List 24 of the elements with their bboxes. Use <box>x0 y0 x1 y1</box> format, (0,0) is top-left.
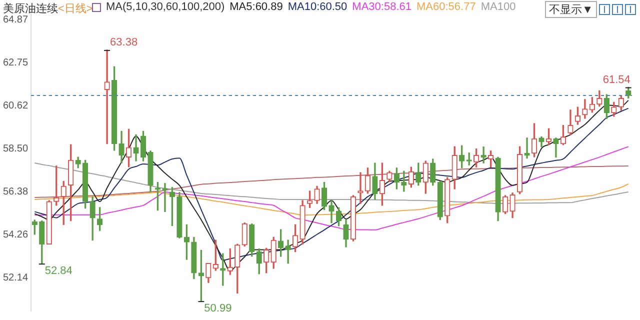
annotation: 61.54 <box>602 74 630 86</box>
dropdown-button: 不显示▼ <box>545 1 597 18</box>
annotation: 50.99 <box>204 302 232 315</box>
candlestick <box>104 50 110 144</box>
candlestick <box>358 172 364 204</box>
annotation: 52.84 <box>44 265 72 278</box>
chart-title: 美原油连续 <box>3 3 58 15</box>
text: MA60:56.77 <box>416 1 476 13</box>
annotation: 63.38 <box>110 36 138 48</box>
candlestick <box>285 240 291 264</box>
text: MA10:60.50 <box>288 1 348 13</box>
candlestick <box>133 134 139 162</box>
text: MA5:60.89 <box>230 1 283 13</box>
text: MA100 <box>480 1 516 13</box>
y-tick-label: 56.38 <box>2 186 28 198</box>
chart-subtitle: <日线> <box>58 3 93 15</box>
y-tick-label: 62.75 <box>2 57 28 68</box>
y-tick-label: 54.26 <box>2 230 28 241</box>
annotation: MA(5,10,30,60,100,200) <box>106 1 225 13</box>
y-tick-label: 60.62 <box>2 100 28 112</box>
y-tick-label: 58.50 <box>2 144 28 155</box>
y-tick-label: 52.14 <box>2 272 28 284</box>
text: MA30:58.61 <box>352 1 412 13</box>
y-tick-label: 64.87 <box>2 14 28 26</box>
